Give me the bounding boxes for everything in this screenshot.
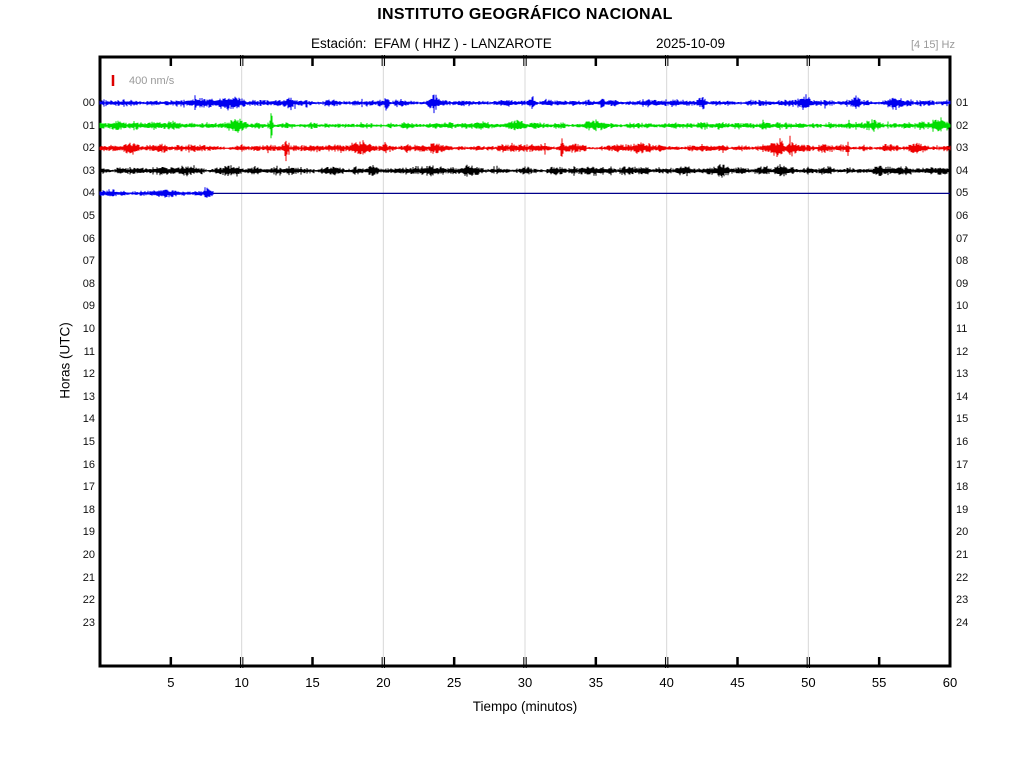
- hour-label-right-19: 19: [956, 503, 969, 516]
- hour-label-left-23: 23: [82, 616, 95, 629]
- trace-hour-04: [99, 187, 214, 198]
- hour-label-left-17: 17: [82, 481, 95, 494]
- hour-label-right-21: 21: [956, 549, 969, 561]
- hour-label-right-09: 09: [956, 277, 969, 290]
- trace-hour-03: [99, 164, 951, 178]
- x-tick-label-10: 10: [234, 675, 249, 690]
- hour-label-right-13: 13: [956, 368, 969, 381]
- hour-label-right-05: 05: [956, 187, 969, 200]
- subtitle-row: Estación: EFAM ( HHZ ) - LANZAROTE 2025-…: [0, 36, 1024, 54]
- hour-label-right-08: 08: [956, 255, 969, 268]
- x-tick-label-50: 50: [801, 675, 816, 690]
- hour-label-right-01: 01: [956, 97, 969, 109]
- hour-label-right-14: 14: [956, 390, 969, 403]
- hour-label-right-16: 16: [956, 436, 969, 448]
- filter-band-label: [4 15] Hz: [910, 39, 955, 51]
- hour-label-left-06: 06: [82, 232, 95, 245]
- trace-hour-00: [99, 94, 951, 114]
- hour-label-right-04: 04: [956, 164, 969, 177]
- hour-label-right-20: 20: [956, 526, 969, 539]
- hour-label-right-15: 15: [956, 413, 969, 426]
- x-tick-label-5: 5: [167, 675, 175, 690]
- plot-border: [98, 55, 952, 668]
- hour-label-left-05: 05: [82, 210, 95, 222]
- x-tick-label-40: 40: [659, 675, 674, 690]
- x-tick-label-60: 60: [942, 675, 958, 690]
- x-axis-title: Tiempo (minutos): [472, 699, 578, 714]
- hour-label-right-07: 07: [956, 232, 969, 245]
- hour-label-left-20: 20: [82, 549, 95, 561]
- date-label: 2025-10-09: [656, 36, 726, 51]
- hour-label-left-22: 22: [82, 594, 95, 607]
- hour-label-left-11: 11: [83, 345, 95, 358]
- hour-label-right-10: 10: [956, 300, 969, 313]
- hour-label-right-11: 11: [956, 323, 968, 335]
- x-tick-label-45: 45: [730, 675, 745, 690]
- hour-label-left-16: 16: [82, 458, 95, 471]
- hour-label-left-14: 14: [82, 413, 95, 426]
- hour-label-left-21: 21: [82, 571, 95, 584]
- hour-label-right-02: 02: [956, 119, 969, 132]
- hour-label-left-01: 01: [82, 119, 95, 132]
- trace-hour-01: [99, 113, 951, 139]
- hour-label-right-23: 23: [956, 594, 969, 607]
- scale-bar-label: 400 nm/s: [129, 75, 175, 87]
- hour-label-left-04: 04: [82, 187, 95, 200]
- hour-label-right-12: 12: [956, 345, 969, 358]
- hour-label-right-06: 06: [956, 210, 969, 222]
- hour-label-left-02: 02: [82, 142, 95, 155]
- x-tick-label-30: 30: [517, 675, 533, 690]
- hour-label-left-10: 10: [82, 323, 95, 335]
- x-tick-label-20: 20: [376, 675, 391, 690]
- hour-label-left-09: 09: [82, 300, 95, 313]
- x-tick-label-15: 15: [305, 675, 320, 690]
- hour-label-left-15: 15: [82, 436, 95, 448]
- hour-label-left-19: 19: [82, 526, 95, 539]
- hour-label-left-03: 03: [82, 164, 95, 177]
- hour-label-left-12: 12: [82, 368, 95, 381]
- hour-label-right-17: 17: [956, 458, 969, 471]
- hour-label-right-22: 22: [956, 571, 969, 584]
- hour-label-left-18: 18: [82, 503, 95, 516]
- station-label: Estación: EFAM ( HHZ ) - LANZAROTE: [311, 36, 552, 51]
- x-tick-label-55: 55: [871, 675, 887, 690]
- x-tick-label-25: 25: [446, 675, 462, 690]
- hour-label-left-08: 08: [82, 277, 95, 290]
- hour-label-right-24: 24: [956, 616, 969, 629]
- hour-label-left-13: 13: [82, 390, 95, 403]
- trace-hour-02: [99, 135, 951, 162]
- x-tick-label-35: 35: [588, 675, 604, 690]
- hour-label-right-18: 18: [956, 481, 969, 494]
- page-title: INSTITUTO GEOGRÁFICO NACIONAL: [377, 6, 673, 23]
- hour-label-right-03: 03: [956, 142, 969, 155]
- hour-label-left-07: 07: [82, 255, 95, 268]
- hour-label-left-00: 00: [82, 97, 95, 109]
